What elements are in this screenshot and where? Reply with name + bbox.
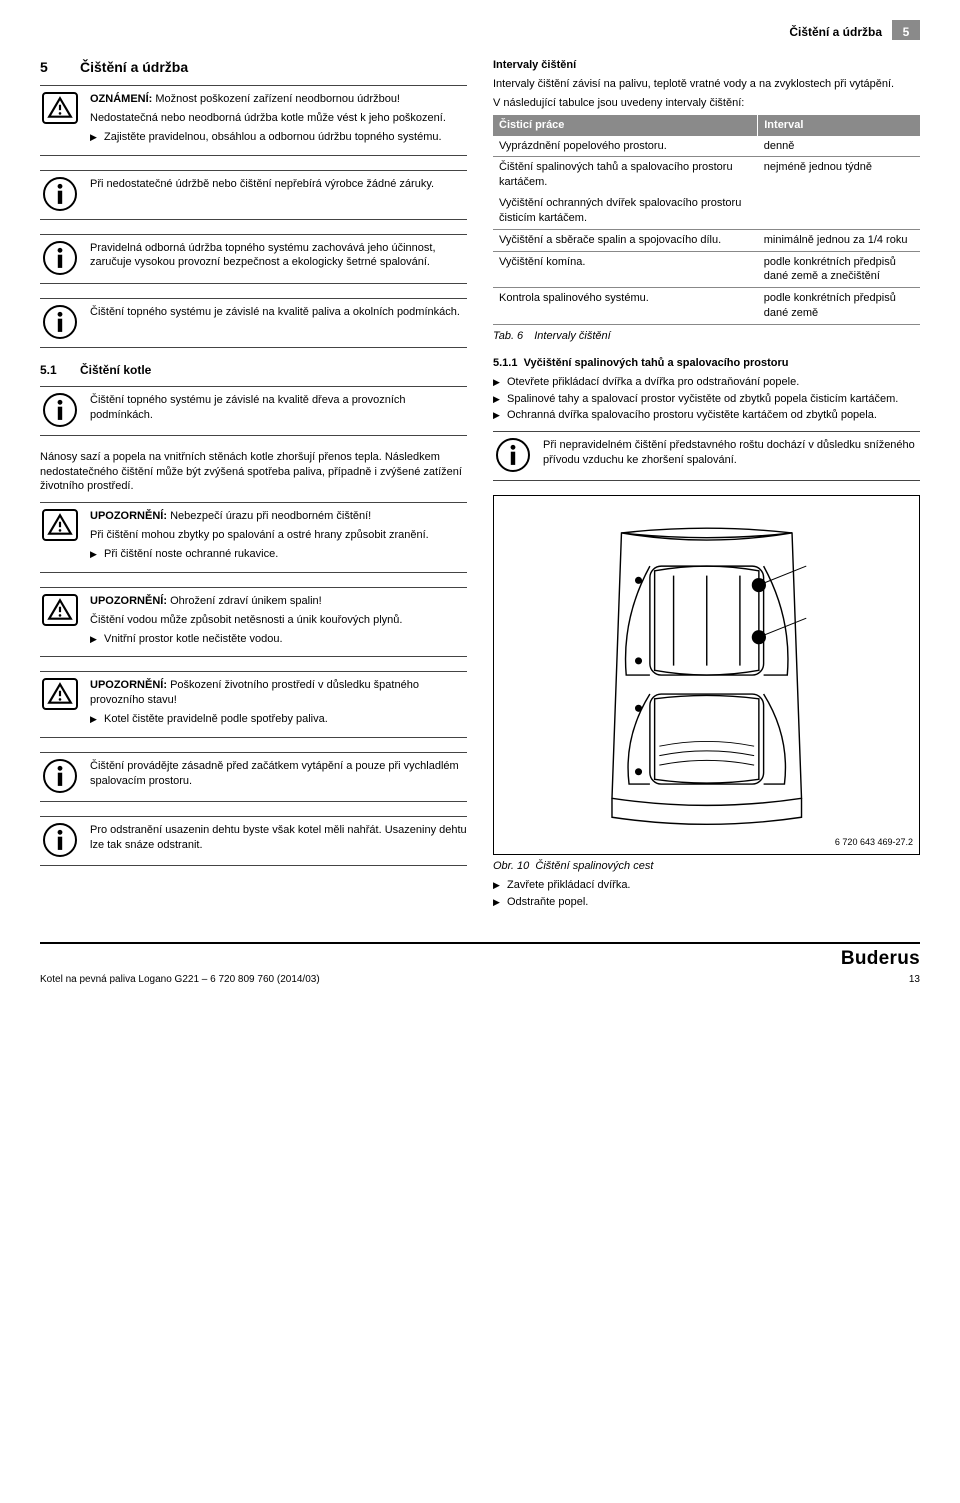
table-cell: Vyčištění a sběrače spalin a spojovacího… <box>493 229 758 251</box>
table-row: Čištění spalinových tahů a spalovacího p… <box>493 157 920 193</box>
table-cell: Vyčištění ochranných dvířek spalovacího … <box>493 193 758 229</box>
figure-caption-text: Čištění spalinových cest <box>535 860 653 872</box>
notice-info-5: Čištění provádějte zásadně před začátkem… <box>40 752 467 802</box>
step-bullet: Otevřete přikládací dvířka a dvířka pro … <box>493 375 920 390</box>
footer-page-num: 13 <box>909 973 920 987</box>
step-bullet: Ochranná dvířka spalovacího prostoru vyč… <box>493 408 920 423</box>
header-section-num: 5 <box>892 20 920 40</box>
notice-warning-1: OZNÁMENÍ: Možnost poškození zařízení neo… <box>40 85 467 156</box>
table-row: Kontrola spalinového systému. podle konk… <box>493 288 920 325</box>
notice-text: Čištění topného systému je závislé na kv… <box>90 305 467 320</box>
table-caption: Tab. 6 Intervaly čištění <box>493 329 920 344</box>
footer-doc-id: Kotel na pevná paliva Logano G221 – 6 72… <box>40 973 320 987</box>
notice-text: Při nedostatečné údržbě nebo čištění nep… <box>90 177 467 192</box>
notice-warning-4: UPOZORNĚNÍ: Poškození životního prostřed… <box>40 671 467 738</box>
notice-text: Při nepravidelném čištění představného r… <box>543 438 920 468</box>
table-row: Vyčištění a sběrače spalin a spojovacího… <box>493 229 920 251</box>
figure-boiler: 6 720 643 469-27.2 <box>493 495 920 855</box>
notice-text: Ohrožení zdraví únikem spalin! <box>170 595 322 607</box>
body-paragraph: Intervaly čištění závisí na palivu, tepl… <box>493 77 920 92</box>
right-column: Intervaly čištění Intervaly čištění závi… <box>493 58 920 912</box>
notice-bullet: Kotel čistěte pravidelně podle spotřeby … <box>90 712 467 727</box>
notice-bullet: Zajistěte pravidelnou, obsáhlou a odborn… <box>90 130 467 145</box>
brand-logo: Buderus <box>841 946 920 972</box>
notice-info-4: Čištění topného systému je závislé na kv… <box>40 386 467 436</box>
notice-lead: OZNÁMENÍ: <box>90 93 152 105</box>
notice-info-1: Při nedostatečné údržbě nebo čištění nep… <box>40 170 467 220</box>
section-5-heading: 5 Čištění a údržba <box>40 58 467 77</box>
table-header: Interval <box>758 115 920 136</box>
subsection-title: Vyčištění spalinových tahů a spalovacího… <box>524 357 789 369</box>
info-icon <box>43 305 77 339</box>
notice-text: Pravidelná odborná údržba topného systém… <box>90 241 467 271</box>
figure-caption: Obr. 10 Čištění spalinových cest <box>493 859 920 874</box>
table-cell: Vyčištění komína. <box>493 251 758 288</box>
notice-text: Pro odstranění usazenin dehtu byste však… <box>90 823 467 853</box>
intervals-table: Čisticí práce Interval Vyprázdnění popel… <box>493 115 920 325</box>
warning-icon <box>42 92 78 124</box>
info-icon <box>496 438 530 472</box>
notice-text: Možnost poškození zařízení neodbornou úd… <box>155 93 400 105</box>
step-bullet: Spalinové tahy a spalovací prostor vyčis… <box>493 392 920 407</box>
table-cell: Čištění spalinových tahů a spalovacího p… <box>493 157 758 193</box>
section-title: Čištění a údržba <box>80 58 188 77</box>
notice-lead: UPOZORNĚNÍ: <box>90 679 167 691</box>
notice-info-2: Pravidelná odborná údržba topného systém… <box>40 234 467 284</box>
step-bullet: Odstraňte popel. <box>493 895 920 910</box>
table-cell: nejméně jednou týdně <box>758 157 920 229</box>
table-header: Čisticí práce <box>493 115 758 136</box>
notice-warning-2: UPOZORNĚNÍ: Nebezpečí úrazu při neodborn… <box>40 502 467 573</box>
info-icon <box>43 393 77 427</box>
notice-bullet: Vnitřní prostor kotle nečistěte vodou. <box>90 632 467 647</box>
section-num: 5 <box>40 58 66 77</box>
page-header: Čištění a údržba 5 <box>40 20 920 40</box>
subsection-title: Čištění kotle <box>80 362 151 378</box>
notice-info-3: Čištění topného systému je závislé na kv… <box>40 298 467 348</box>
table-row: Vyprázdnění popelového prostoru. denně <box>493 136 920 157</box>
header-title: Čištění a údržba <box>789 20 892 40</box>
table-cell: podle konkrétních předpisů dané země a z… <box>758 251 920 288</box>
notice-text: Čištění vodou může způsobit netěsnosti a… <box>90 613 467 628</box>
notice-text: Nedostatečná nebo neodborná údržba kotle… <box>90 111 467 126</box>
body-paragraph: Nánosy sazí a popela na vnitřních stěnác… <box>40 450 467 495</box>
notice-lead: UPOZORNĚNÍ: <box>90 510 167 522</box>
table-cell: minimálně jednou za 1/4 roku <box>758 229 920 251</box>
notice-info-7: Při nepravidelném čištění představného r… <box>493 431 920 481</box>
info-icon <box>43 241 77 275</box>
figure-id: 6 720 643 469-27.2 <box>835 836 913 848</box>
table-cell: Vyprázdnění popelového prostoru. <box>493 136 758 157</box>
notice-text: Čištění provádějte zásadně před začátkem… <box>90 759 467 789</box>
table-cell: denně <box>758 136 920 157</box>
table-caption-num: Tab. 6 <box>493 330 523 342</box>
notice-lead: UPOZORNĚNÍ: <box>90 595 167 607</box>
section-5-1-heading: 5.1 Čištění kotle <box>40 362 467 378</box>
notice-info-6: Pro odstranění usazenin dehtu byste však… <box>40 816 467 866</box>
subsection-num: 5.1.1 <box>493 357 517 369</box>
info-icon <box>43 823 77 857</box>
warning-icon <box>42 678 78 710</box>
paragraph-heading: Intervaly čištění <box>493 58 920 73</box>
info-icon <box>43 177 77 211</box>
warning-icon <box>42 594 78 626</box>
left-column: 5 Čištění a údržba OZNÁMENÍ: Možnost poš… <box>40 58 467 912</box>
table-cell: podle konkrétních předpisů dané země <box>758 288 920 325</box>
step-bullet: Zavřete přikládací dvířka. <box>493 878 920 893</box>
figure-caption-num: Obr. 10 <box>493 860 529 872</box>
boiler-illustration-icon <box>541 514 873 836</box>
body-paragraph: V následující tabulce jsou uvedeny inter… <box>493 96 920 111</box>
table-cell: Kontrola spalinového systému. <box>493 288 758 325</box>
notice-bullet: Při čištění noste ochranné rukavice. <box>90 547 467 562</box>
footer-line: Kotel na pevná paliva Logano G221 – 6 72… <box>40 973 920 987</box>
page-footer: Buderus <box>40 942 920 972</box>
warning-icon <box>42 509 78 541</box>
table-row: Vyčištění komína. podle konkrétních před… <box>493 251 920 288</box>
info-icon <box>43 759 77 793</box>
table-caption-text: Intervaly čištění <box>534 330 610 342</box>
notice-warning-3: UPOZORNĚNÍ: Ohrožení zdraví únikem spali… <box>40 587 467 658</box>
notice-text: Při čištění mohou zbytky po spalování a … <box>90 528 467 543</box>
notice-text: Nebezpečí úrazu při neodborném čištění! <box>170 510 371 522</box>
subsection-num: 5.1 <box>40 362 66 378</box>
notice-text: Čištění topného systému je závislé na kv… <box>90 393 467 423</box>
